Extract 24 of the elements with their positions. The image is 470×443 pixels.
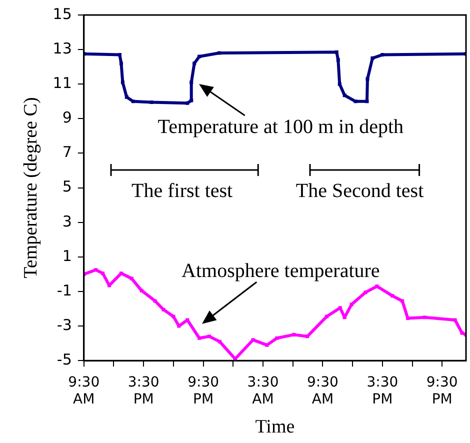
x-axis-title: Time: [255, 416, 295, 438]
y-tick-label: -5: [56, 350, 72, 368]
y-tick-label: 3: [62, 212, 72, 230]
y-tick-label: 15: [52, 4, 72, 23]
y-tick-label: 11: [52, 74, 72, 92]
y-tick-label: 9: [62, 108, 72, 127]
y-tick-label: -3: [56, 316, 72, 334]
y-tick-label: 1: [62, 246, 72, 265]
x-tick-label: 9:30 PM: [188, 374, 220, 408]
annotation: The Second test: [296, 180, 424, 202]
y-tick-label: -1: [56, 281, 72, 300]
y-tick-label: 5: [62, 178, 72, 196]
annotation: The first test: [132, 180, 233, 202]
y-tick-label: 7: [62, 143, 72, 162]
x-tick-label: 3:30 AM: [247, 374, 279, 408]
y-tick-label: 13: [52, 39, 72, 58]
x-tick-label: 9:30 PM: [426, 374, 458, 408]
x-tick-label: 3:30 PM: [128, 374, 160, 408]
annotation: Atmosphere temperature: [182, 260, 380, 282]
x-tick-label: 9:30 AM: [68, 374, 100, 408]
x-tick-label: 9:30 AM: [306, 374, 338, 408]
y-axis-title: Temperature (degree C): [20, 97, 42, 278]
annotation: Temperature at 100 m in depth: [158, 116, 404, 138]
x-tick-label: 3:30 PM: [366, 374, 398, 408]
